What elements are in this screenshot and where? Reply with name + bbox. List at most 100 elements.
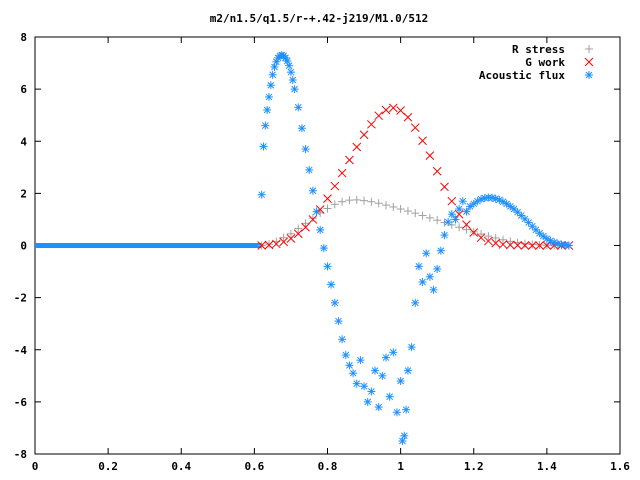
data-point bbox=[367, 387, 376, 396]
data-point bbox=[402, 405, 411, 414]
data-point bbox=[469, 199, 478, 208]
data-point bbox=[403, 366, 412, 375]
data-point bbox=[484, 232, 493, 241]
data-point bbox=[360, 196, 369, 205]
data-point bbox=[301, 219, 310, 228]
data-point bbox=[403, 112, 413, 122]
data-point bbox=[352, 379, 361, 388]
data-point bbox=[264, 240, 274, 250]
data-point bbox=[352, 195, 361, 204]
data-point bbox=[440, 231, 449, 240]
data-point bbox=[345, 361, 354, 370]
data-point bbox=[425, 213, 434, 222]
data-point bbox=[389, 202, 398, 211]
x-tick-label: 1 bbox=[397, 460, 404, 473]
data-point bbox=[396, 377, 405, 386]
data-point bbox=[539, 232, 548, 241]
data-point bbox=[345, 155, 354, 165]
x-tick-label: 0.4 bbox=[171, 460, 191, 473]
data-point bbox=[411, 298, 420, 307]
data-point bbox=[330, 298, 339, 307]
legend-marker bbox=[585, 71, 593, 79]
data-point bbox=[520, 239, 529, 248]
data-point bbox=[407, 343, 416, 352]
data-point bbox=[293, 229, 303, 239]
data-point bbox=[367, 197, 376, 206]
data-point bbox=[286, 234, 296, 243]
data-point bbox=[411, 209, 420, 218]
data-point bbox=[337, 168, 347, 178]
data-point bbox=[535, 229, 544, 238]
data-point bbox=[271, 239, 281, 249]
data-point bbox=[330, 200, 339, 209]
data-point bbox=[316, 225, 325, 234]
data-point bbox=[436, 246, 445, 255]
y-tick-label: -8 bbox=[14, 448, 27, 461]
y-tick-label: 2 bbox=[20, 187, 27, 200]
data-point bbox=[469, 228, 479, 237]
data-point bbox=[498, 240, 508, 249]
data-point bbox=[378, 371, 387, 380]
data-point bbox=[268, 70, 277, 79]
data-point bbox=[359, 130, 369, 140]
data-point bbox=[422, 249, 431, 258]
series-g-work bbox=[257, 103, 574, 250]
y-tick-label: -4 bbox=[14, 344, 28, 357]
data-point bbox=[476, 233, 486, 243]
data-point bbox=[381, 105, 391, 115]
data-point bbox=[367, 119, 376, 129]
data-point bbox=[458, 197, 467, 206]
data-point bbox=[265, 240, 273, 249]
data-point bbox=[385, 392, 394, 401]
data-point bbox=[520, 241, 530, 250]
data-point bbox=[499, 235, 507, 244]
data-point bbox=[308, 215, 318, 224]
data-point bbox=[432, 166, 442, 176]
data-point bbox=[257, 190, 266, 199]
data-point bbox=[319, 244, 328, 253]
data-point bbox=[301, 222, 310, 232]
data-point bbox=[477, 230, 486, 239]
data-point bbox=[338, 197, 347, 206]
data-point bbox=[266, 81, 275, 90]
axis-ticks: 0 0.2 0.4 0.6 0.8 1 1.2 1.4 1.6 -8 -6 -4 -2 0 2 4 6 8 bbox=[14, 31, 631, 473]
data-point bbox=[294, 224, 303, 233]
data-point bbox=[455, 205, 464, 214]
chart-title: m2/n1.5/q1.5/r-+.42-j219/M1.0/512 bbox=[210, 12, 429, 25]
y-tick-label: -6 bbox=[14, 396, 28, 409]
data-point bbox=[396, 106, 405, 115]
data-point bbox=[418, 136, 427, 146]
data-point bbox=[447, 210, 456, 219]
data-point bbox=[290, 85, 299, 94]
series-acoustic-flux bbox=[257, 51, 573, 445]
data-point bbox=[374, 111, 384, 121]
data-point bbox=[564, 241, 573, 250]
data-point bbox=[286, 68, 295, 77]
data-point bbox=[433, 216, 442, 225]
data-point bbox=[392, 408, 401, 417]
data-point bbox=[352, 142, 362, 152]
data-point bbox=[323, 194, 332, 203]
data-point bbox=[414, 262, 423, 271]
data-point bbox=[444, 218, 453, 227]
legend-marker bbox=[585, 45, 593, 53]
data-point bbox=[440, 182, 449, 192]
data-point bbox=[263, 105, 272, 114]
data-point bbox=[462, 207, 471, 216]
data-point bbox=[410, 123, 420, 133]
data-point bbox=[425, 151, 435, 160]
data-point bbox=[388, 103, 398, 113]
data-point bbox=[382, 201, 390, 210]
data-point bbox=[433, 264, 442, 273]
data-point bbox=[542, 241, 552, 250]
data-point bbox=[506, 202, 515, 211]
data-point bbox=[447, 196, 457, 206]
data-point bbox=[261, 121, 270, 130]
data-point bbox=[349, 369, 358, 378]
y-tick-label: -2 bbox=[14, 292, 27, 305]
legend-marker bbox=[584, 57, 594, 67]
data-point bbox=[279, 233, 288, 242]
data-point bbox=[363, 397, 372, 406]
data-point bbox=[491, 238, 501, 248]
